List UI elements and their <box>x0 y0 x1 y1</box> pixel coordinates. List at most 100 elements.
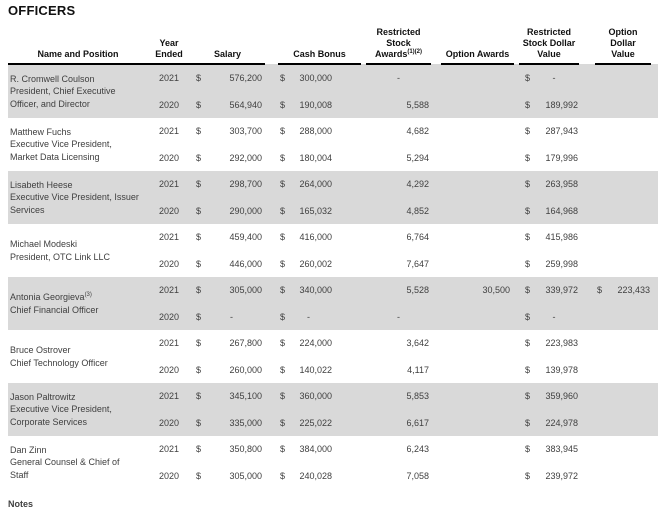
year-cell: 2021 <box>148 171 190 198</box>
restricted-stock-dollar-value-cell: $179,996 <box>519 145 579 172</box>
option-dollar-value-cell: $223,433 <box>595 277 651 304</box>
restricted-stock-dollar-value-cell-amount: 139,978 <box>545 364 578 375</box>
officer-name: Bruce Ostrover <box>10 345 71 355</box>
option-awards-cell <box>441 224 514 251</box>
restricted-stock-dollar-value-cell-amount: 223,983 <box>545 338 578 349</box>
cash-bonus-cell-amount: 225,022 <box>299 417 332 428</box>
currency-symbol: $ <box>196 99 202 110</box>
spacer-cell <box>579 303 595 330</box>
spacer-cell <box>651 27 658 64</box>
cash-bonus-cell: $288,000 <box>278 118 361 145</box>
currency-symbol: $ <box>280 179 286 190</box>
spacer-cell <box>265 91 278 118</box>
cash-bonus-cell-content: $180,004 <box>280 153 332 163</box>
officer-name-cell: Matthew Fuchs Executive Vice President, M… <box>8 118 148 171</box>
officer-year-row: R. Cromwell Coulson President, Chief Exec… <box>8 64 658 118</box>
officer-year-row: Antonia Georgieva(3) Chief Financial Offi… <box>8 277 658 330</box>
officer-year-row: Michael Modeski President, OTC Link LLC 20… <box>8 224 658 261</box>
cash-bonus-cell: $224,000 <box>278 330 361 357</box>
currency-symbol: $ <box>196 126 202 137</box>
option-dollar-value-cell-amount: 223,433 <box>617 285 650 296</box>
cash-bonus-cell: $180,004 <box>278 145 361 172</box>
spacer-cell <box>265 145 278 172</box>
salary-cell-content: $459,400 <box>196 232 262 242</box>
spacer-cell <box>579 27 595 64</box>
restricted-stock-dollar-value-cell-content: $139,978 <box>525 365 578 375</box>
option-awards-cell <box>441 64 514 92</box>
restricted-stock-dollar-value-cell-amount: 224,978 <box>545 417 578 428</box>
salary-cell: $446,000 <box>190 251 265 278</box>
spacer-cell <box>431 357 441 384</box>
officer-year-row: 2020 $290,000 $165,032 4,852 $164,968 <box>8 197 658 224</box>
currency-symbol: $ <box>280 73 286 84</box>
salary-cell-amount: 335,000 <box>229 417 262 428</box>
year-cell: 2020 <box>148 303 190 330</box>
cash-bonus-cell-content: $165,032 <box>280 206 332 216</box>
spacer-cell <box>361 409 366 436</box>
option-dollar-value-cell <box>595 197 651 224</box>
option-dollar-value-cell <box>595 330 651 357</box>
restricted-stock-dollar-value-cell-content: $239,972 <box>525 471 578 481</box>
restricted-stock-dollar-value-cell-content: $287,943 <box>525 126 578 136</box>
year-cell: 2020 <box>158 258 180 269</box>
spacer-cell <box>265 224 278 251</box>
salary-cell-content: $260,000 <box>196 365 262 375</box>
officer-position: General Counsel & Chief of Staff <box>10 457 120 480</box>
spacer-cell <box>651 197 658 224</box>
officer-position: Executive Vice President, Market Data Li… <box>10 139 112 162</box>
spacer-cell <box>265 330 278 357</box>
cash-bonus-cell-amount: 224,000 <box>299 338 332 349</box>
spacer-cell <box>431 224 441 251</box>
salary-cell: $305,000 <box>190 277 265 304</box>
cash-bonus-cell-amount: 165,032 <box>299 205 332 216</box>
currency-symbol: $ <box>196 338 202 349</box>
currency-symbol: $ <box>525 338 531 349</box>
option-awards-cell: 30,500 <box>441 277 514 304</box>
restricted-stock-awards-cell: 4,117 <box>407 364 429 375</box>
salary-cell-amount: 298,700 <box>229 179 262 190</box>
option-dollar-value-cell <box>595 64 651 92</box>
restricted-stock-awards-cell: 5,294 <box>406 152 429 163</box>
restricted-stock-awards-cell: 7,058 <box>406 470 429 481</box>
officer-year-row: 2020 $305,000 $240,028 7,058 $239,972 <box>8 463 658 490</box>
option-dollar-value-cell-content: $223,433 <box>597 285 650 295</box>
year-cell: 2021 <box>148 383 190 410</box>
column-header-year-ended: Year Ended <box>148 27 190 65</box>
option-awards-cell <box>441 463 514 490</box>
spacer-cell <box>579 463 595 490</box>
restricted-stock-dollar-value-cell: $164,968 <box>519 197 579 224</box>
restricted-stock-awards-cell: 7,647 <box>406 258 429 269</box>
spacer-cell <box>651 145 658 172</box>
spacer-cell <box>579 145 595 172</box>
currency-symbol: $ <box>525 205 531 216</box>
salary-cell-content: $345,100 <box>196 391 262 401</box>
option-awards-cell <box>441 383 514 410</box>
salary-cell: $564,940 <box>190 91 265 118</box>
option-awards-cell <box>441 91 514 118</box>
spacer-cell <box>361 91 366 118</box>
cash-bonus-cell-amount: 300,000 <box>299 73 332 84</box>
salary-cell: $303,700 <box>190 118 265 145</box>
cash-bonus-cell-content: $260,002 <box>280 259 332 269</box>
currency-symbol: $ <box>196 311 202 322</box>
officer-name: R. Cromwell Coulson <box>10 73 95 84</box>
officers-compensation-table: Name and Position Year Ended Salary Cash… <box>8 27 658 489</box>
spacer-cell <box>579 409 595 436</box>
officer-year-row: 2020 $260,000 $140,022 4,117 $139,978 <box>8 357 658 384</box>
restricted-stock-dollar-value-cell-content: $383,945 <box>525 444 578 454</box>
salary-cell-content: $298,700 <box>196 179 262 189</box>
officer-year-row: Jason Paltrowitz Executive Vice President… <box>8 383 658 436</box>
salary-cell-amount: 446,000 <box>229 258 262 269</box>
option-dollar-value-cell <box>595 303 651 330</box>
restricted-stock-dollar-value-cell-amount: 239,972 <box>545 470 578 481</box>
salary-cell-amount: 305,000 <box>229 285 262 296</box>
option-awards-cell <box>441 171 514 198</box>
salary-cell: $298,700 <box>190 171 265 198</box>
option-dollar-value-cell <box>595 224 651 251</box>
cash-bonus-cell: $416,000 <box>278 224 361 251</box>
column-header-restricted-stock-awards-label: Restricted Stock Awards <box>374 27 421 59</box>
restricted-stock-dollar-value-cell-content: $189,992 <box>525 100 578 110</box>
salary-cell-content: $564,940 <box>196 100 262 110</box>
salary-cell: $290,000 <box>190 197 265 224</box>
cash-bonus-cell-content: $140,022 <box>280 365 332 375</box>
